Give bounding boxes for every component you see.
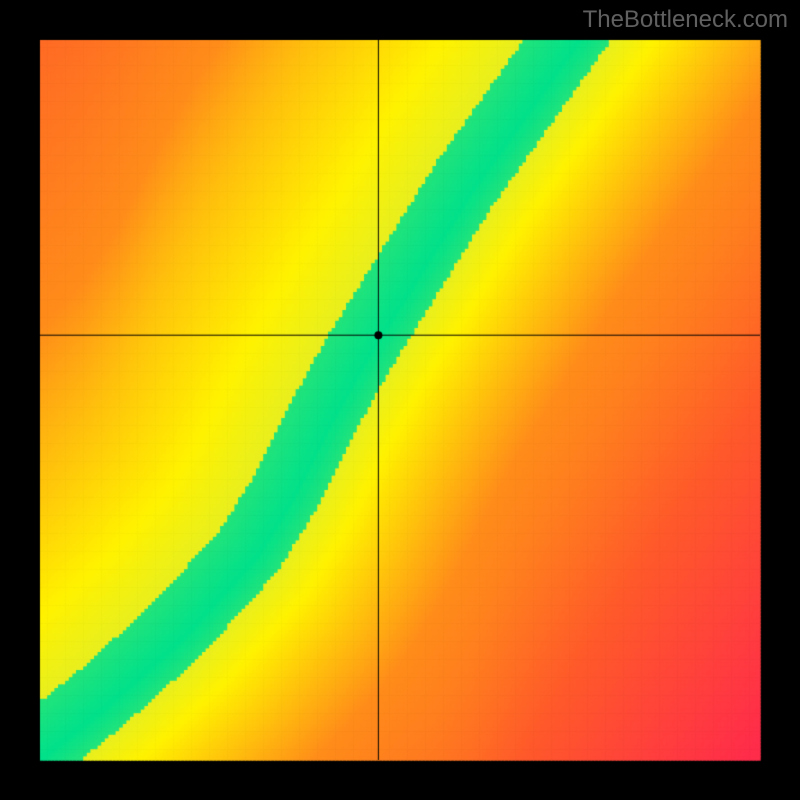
heatmap-canvas: [0, 0, 800, 800]
chart-container: TheBottleneck.com: [0, 0, 800, 800]
watermark-text: TheBottleneck.com: [583, 6, 788, 34]
